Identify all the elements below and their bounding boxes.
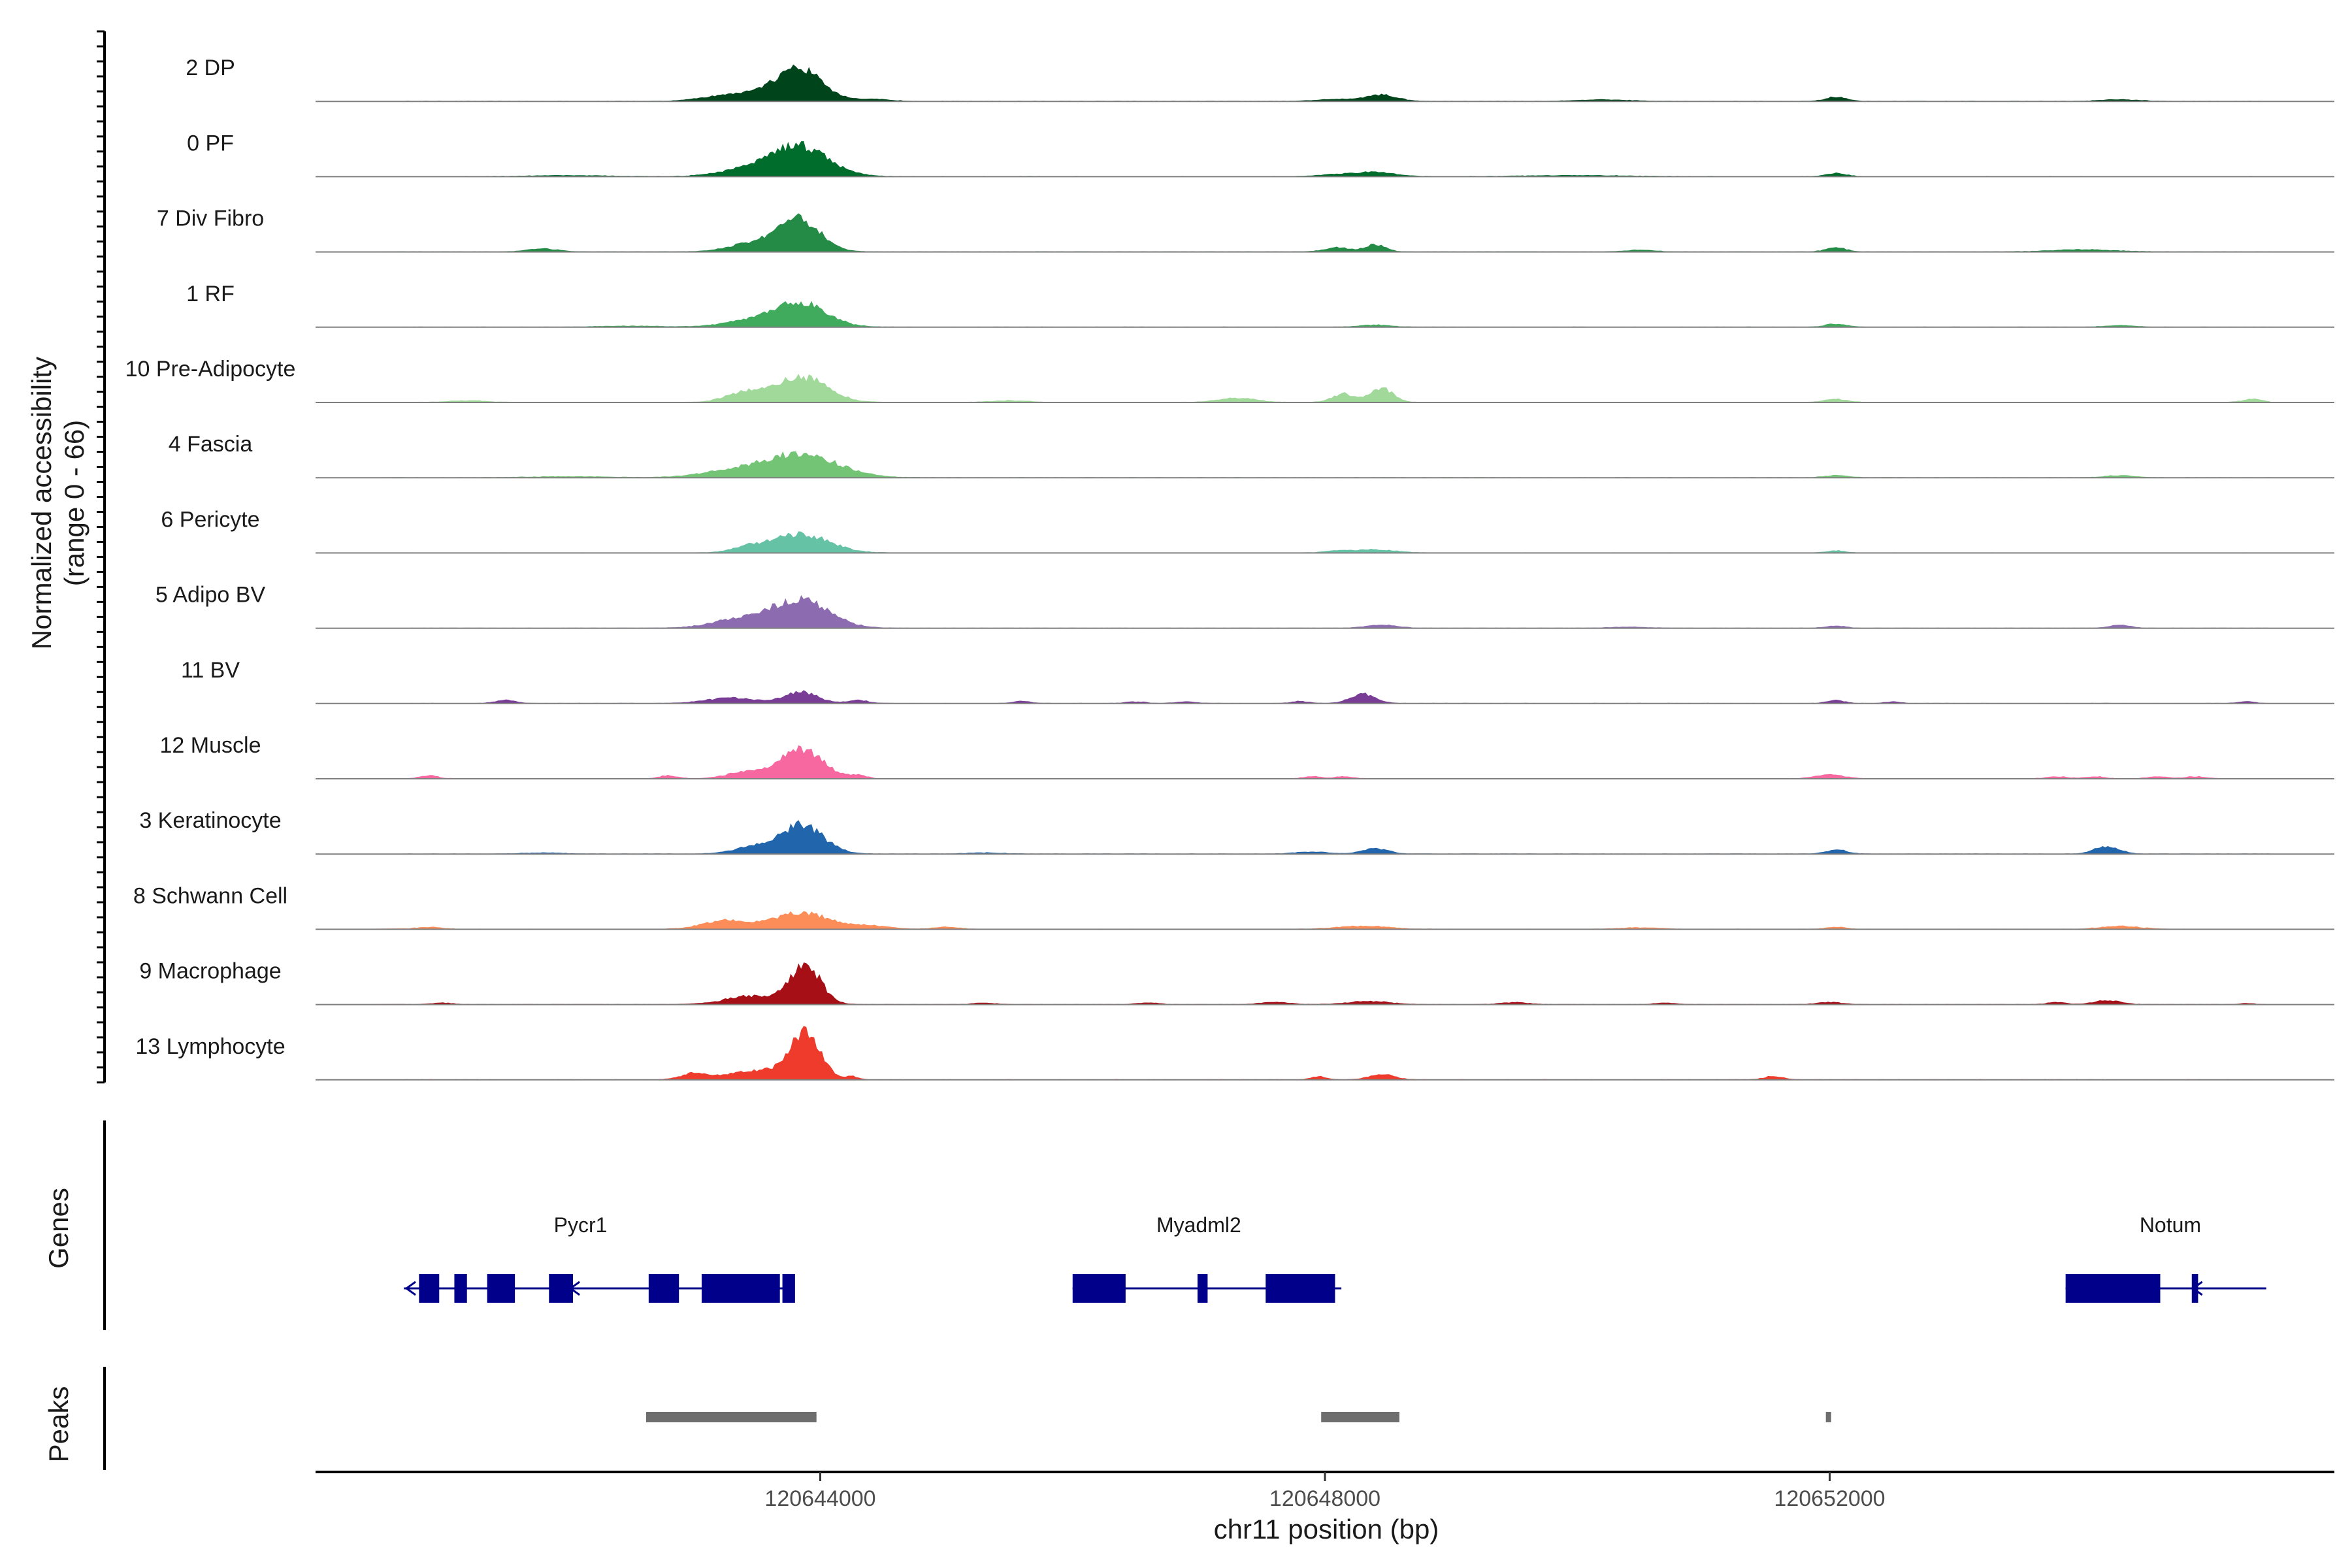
gene-exon xyxy=(454,1274,467,1303)
track-label: 8 Schwann Cell xyxy=(133,883,287,908)
coverage-area xyxy=(316,374,2272,402)
track-4-fascia: 4 Fascia xyxy=(169,432,2334,479)
peaks-panel-title: Peaks xyxy=(43,1386,74,1463)
x-axis: 120644000 120648000 120652000 xyxy=(316,1471,2334,1511)
gene-exon xyxy=(2191,1274,2198,1303)
track-label: 10 Pre-Adipocyte xyxy=(125,357,296,382)
coverage-area xyxy=(316,141,2272,177)
genes-panel: Pycr1 Myadml2 Notum xyxy=(103,1120,2266,1330)
x-tick-label: 120644000 xyxy=(764,1486,875,1511)
peak-region xyxy=(645,1412,817,1422)
track-6-pericyte: 6 Pericyte xyxy=(161,507,2334,554)
coverage-area xyxy=(316,301,2272,327)
peak-region xyxy=(1321,1412,1399,1422)
x-tick-label: 120652000 xyxy=(1774,1486,1885,1511)
y-axis xyxy=(97,30,106,1084)
gene-notum: Notum xyxy=(2065,1213,2266,1303)
coverage-area xyxy=(316,690,2272,704)
coverage-area xyxy=(316,745,2272,779)
gene-exon xyxy=(701,1274,780,1303)
coverage-area xyxy=(316,1026,2272,1080)
coverage-area xyxy=(316,962,2272,1005)
coverage-area xyxy=(316,595,2272,629)
track-5-adipo-bv: 5 Adipo BV xyxy=(155,583,2334,629)
gene-exon xyxy=(2065,1274,2161,1303)
coverage-area xyxy=(316,911,2272,930)
x-axis-title: chr11 position (bp) xyxy=(1214,1514,1439,1544)
gene-exon xyxy=(1072,1274,1126,1303)
coverage-area xyxy=(316,531,2272,553)
track-label: 1 RF xyxy=(186,282,235,306)
track-label: 3 Keratinocyte xyxy=(139,808,281,833)
coverage-area xyxy=(316,64,2272,102)
gene-exon xyxy=(1197,1274,1208,1303)
coverage-tracks: 2 DP 0 PF 7 Div Fibro 1 RF 10 Pre-Adipocyte 4… xyxy=(125,56,2334,1081)
track-7-div-fibro: 7 Div Fibro xyxy=(157,206,2334,253)
gene-label: Pycr1 xyxy=(554,1213,608,1237)
track-label: 2 DP xyxy=(186,56,235,80)
coverage-area xyxy=(316,213,2272,252)
gene-pycr1: Pycr1 xyxy=(404,1213,795,1303)
gene-exon xyxy=(1266,1274,1335,1303)
gene-myadml2: Myadml2 xyxy=(1072,1213,1342,1303)
track-label: 4 Fascia xyxy=(169,432,253,457)
coverage-area xyxy=(316,820,2272,855)
track-label: 11 BV xyxy=(181,658,240,683)
strand-arrow xyxy=(2191,1281,2203,1296)
track-11-bv: 11 BV xyxy=(181,658,2334,704)
gene-exon xyxy=(648,1274,679,1303)
track-9-macrophage: 9 Macrophage xyxy=(139,959,2334,1005)
track-2-dp: 2 DP xyxy=(186,56,2334,103)
gene-label: Myadml2 xyxy=(1156,1213,1241,1237)
track-label: 5 Adipo BV xyxy=(155,583,266,608)
track-10-pre-adipocyte: 10 Pre-Adipocyte xyxy=(125,357,2334,403)
gene-label: Notum xyxy=(2140,1213,2201,1237)
track-label: 0 PF xyxy=(187,131,234,155)
peaks-panel xyxy=(103,1367,1831,1470)
x-tick-label: 120648000 xyxy=(1269,1486,1380,1511)
track-8-schwann-cell: 8 Schwann Cell xyxy=(133,883,2334,930)
track-label: 9 Macrophage xyxy=(139,959,281,984)
track-0-pf: 0 PF xyxy=(187,131,2334,178)
strand-arrow xyxy=(404,1281,416,1296)
track-1-rf: 1 RF xyxy=(186,282,2334,328)
track-label: 6 Pericyte xyxy=(161,507,259,532)
track-label: 7 Div Fibro xyxy=(157,206,264,231)
gene-exon xyxy=(419,1274,440,1303)
track-3-keratinocyte: 3 Keratinocyte xyxy=(139,808,2334,855)
peak-region xyxy=(1825,1412,1831,1422)
strand-arrow xyxy=(568,1281,580,1296)
track-label: 13 Lymphocyte xyxy=(135,1034,285,1059)
coverage-area xyxy=(316,451,2272,478)
y-axis-range: (range 0 - 66) xyxy=(59,420,90,586)
y-axis-title: Normalized accessibility xyxy=(26,357,57,649)
gene-exon xyxy=(487,1274,515,1303)
genes-panel-title: Genes xyxy=(43,1188,74,1269)
track-12-muscle: 12 Muscle xyxy=(160,733,2334,779)
track-13-lymphocyte: 13 Lymphocyte xyxy=(135,1026,2334,1081)
gene-exon xyxy=(782,1274,795,1303)
track-label: 12 Muscle xyxy=(160,733,261,758)
